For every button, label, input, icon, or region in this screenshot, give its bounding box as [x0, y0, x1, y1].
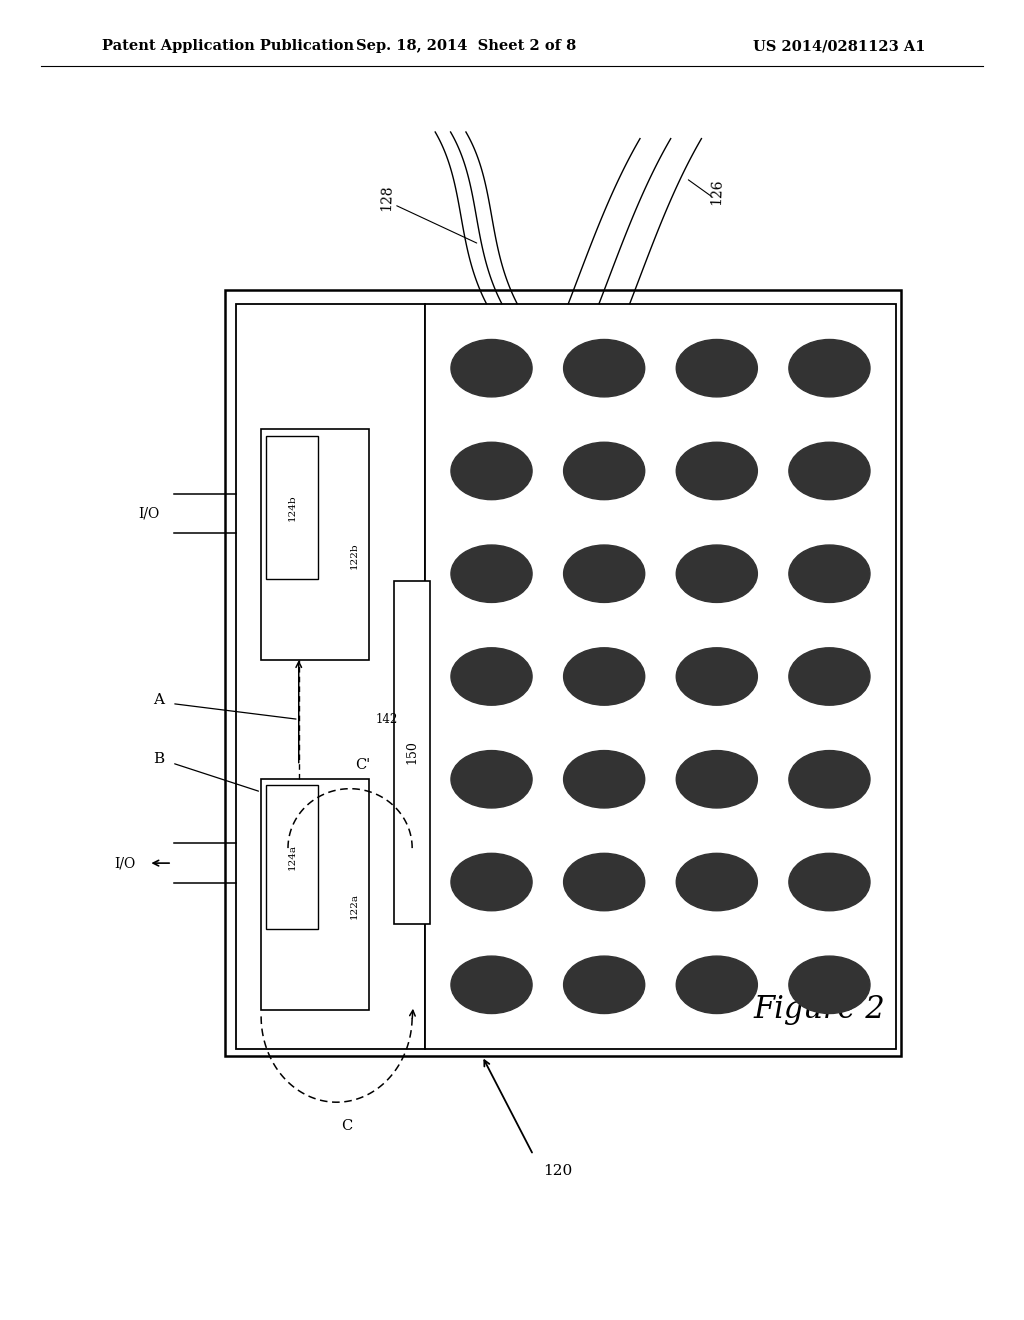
Ellipse shape	[676, 339, 758, 397]
Ellipse shape	[563, 956, 645, 1014]
Text: 142: 142	[376, 713, 398, 726]
Ellipse shape	[451, 853, 532, 911]
Ellipse shape	[563, 648, 645, 705]
Ellipse shape	[788, 339, 870, 397]
Text: 122b: 122b	[350, 543, 358, 569]
Ellipse shape	[451, 339, 532, 397]
Ellipse shape	[563, 442, 645, 500]
Bar	[425, 304, 896, 1049]
Ellipse shape	[788, 751, 870, 808]
Ellipse shape	[451, 648, 532, 705]
Ellipse shape	[563, 545, 645, 602]
Text: C': C'	[355, 758, 371, 772]
Text: 150: 150	[406, 741, 419, 764]
Ellipse shape	[676, 442, 758, 500]
Text: Patent Application Publication: Patent Application Publication	[102, 40, 354, 53]
Text: B: B	[154, 752, 164, 766]
Ellipse shape	[788, 648, 870, 705]
Text: 120: 120	[544, 1164, 572, 1179]
Ellipse shape	[563, 853, 645, 911]
Bar	[261, 429, 369, 660]
Ellipse shape	[788, 545, 870, 602]
Ellipse shape	[451, 751, 532, 808]
Text: 126: 126	[710, 178, 724, 205]
Ellipse shape	[676, 545, 758, 602]
Text: 124a: 124a	[288, 843, 297, 870]
Bar	[236, 304, 425, 1049]
Bar	[266, 785, 317, 929]
Text: I/O: I/O	[115, 857, 135, 870]
Text: 128: 128	[380, 185, 394, 211]
Ellipse shape	[676, 648, 758, 705]
Text: US 2014/0281123 A1: US 2014/0281123 A1	[754, 40, 926, 53]
Text: I/O: I/O	[138, 507, 159, 520]
Ellipse shape	[788, 442, 870, 500]
Text: 122a: 122a	[350, 892, 358, 919]
Bar	[261, 779, 369, 1010]
Ellipse shape	[451, 545, 532, 602]
Bar	[394, 581, 430, 924]
Bar	[225, 290, 901, 1056]
Text: 124b: 124b	[288, 494, 297, 520]
Ellipse shape	[451, 956, 532, 1014]
Text: C: C	[341, 1119, 352, 1133]
Ellipse shape	[563, 751, 645, 808]
Ellipse shape	[676, 853, 758, 911]
Ellipse shape	[788, 956, 870, 1014]
Text: Figure 2: Figure 2	[754, 994, 885, 1026]
Ellipse shape	[676, 751, 758, 808]
Text: A: A	[154, 693, 164, 706]
Text: Sep. 18, 2014  Sheet 2 of 8: Sep. 18, 2014 Sheet 2 of 8	[355, 40, 577, 53]
Ellipse shape	[451, 442, 532, 500]
Bar	[266, 436, 317, 578]
Ellipse shape	[788, 853, 870, 911]
Ellipse shape	[676, 956, 758, 1014]
Ellipse shape	[563, 339, 645, 397]
